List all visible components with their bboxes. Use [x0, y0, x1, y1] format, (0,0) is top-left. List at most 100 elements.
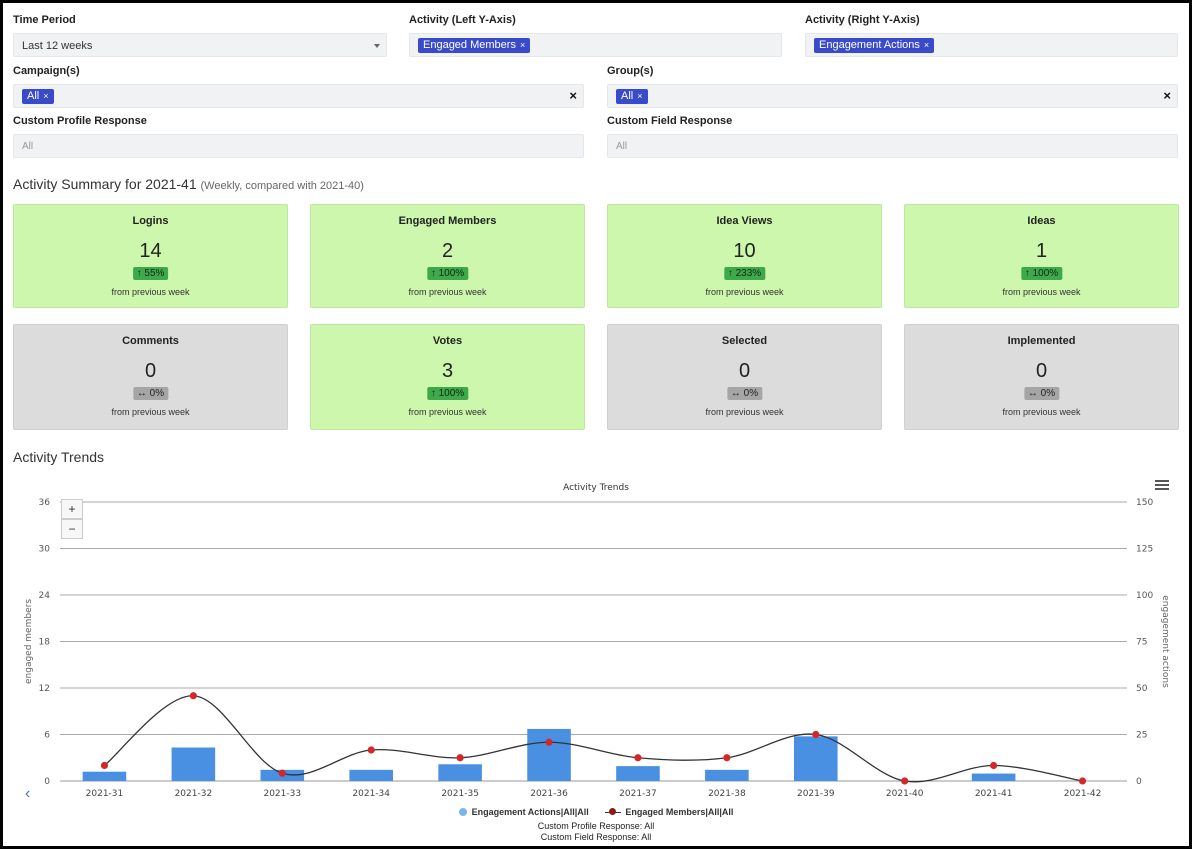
card-value: 14 [139, 240, 162, 262]
line-point-2021-35 [456, 754, 464, 762]
clear-icon[interactable]: × [569, 88, 577, 103]
summary-title: Activity Summary for 2021-41 (Weekly, co… [13, 176, 364, 192]
line-point-2021-38 [723, 754, 731, 762]
right-tick-label: 0 [1136, 777, 1142, 787]
right-tick-label: 25 [1136, 731, 1147, 741]
bar-2021-37 [616, 766, 660, 781]
card-value: 0 [738, 360, 751, 382]
change-badge: ↑ 233% [723, 267, 766, 280]
custom-profile-placeholder: All [22, 141, 34, 152]
left-tick-label: 12 [39, 684, 50, 694]
line-point-2021-32 [189, 692, 197, 700]
tag-remove-icon[interactable]: × [923, 40, 930, 50]
card-title: Votes [432, 335, 463, 347]
groups-tag[interactable]: All × [616, 89, 648, 104]
campaigns-tag[interactable]: All × [22, 89, 54, 104]
chevron-left-icon[interactable]: ‹ [25, 785, 31, 802]
card-value: 0 [144, 360, 157, 382]
right-tick-label: 50 [1136, 684, 1148, 694]
caret-down-icon [374, 44, 380, 48]
card-title: Comments [122, 335, 179, 347]
left-tick-label: 18 [39, 638, 51, 648]
legend-item-engaged-members[interactable]: Engaged Members|All|All [591, 807, 733, 817]
summary-card-implemented: Implemented 0 ↔ 0% from previous week [904, 324, 1179, 430]
bar-2021-39 [794, 736, 838, 781]
tag-remove-icon[interactable]: × [519, 40, 526, 50]
card-note: from previous week [1002, 407, 1081, 417]
time-period-value: Last 12 weeks [22, 40, 93, 52]
legend-label: Engagement Actions|All|All [471, 807, 589, 817]
zoom-in-button[interactable]: + [61, 499, 83, 519]
custom-field-placeholder: All [616, 141, 628, 152]
x-tick-label: 2021-39 [797, 789, 835, 799]
card-note: from previous week [1002, 287, 1081, 297]
x-tick-label: 2021-42 [1064, 789, 1102, 799]
chart-credit-profile: Custom Profile Response: All [537, 821, 655, 831]
line-point-2021-39 [812, 730, 820, 739]
card-title: Engaged Members [398, 215, 497, 227]
line-point-2021-36 [545, 738, 553, 746]
card-note: from previous week [111, 287, 190, 297]
campaigns-label: Campaign(s) [13, 65, 80, 77]
tag-remove-icon[interactable]: × [43, 91, 49, 101]
groups-label: Group(s) [607, 65, 654, 77]
right-tick-label: 100 [1136, 591, 1153, 601]
line-point-2021-31 [100, 761, 109, 770]
card-title: Idea Views [716, 215, 773, 227]
engaged-members-line [104, 695, 1083, 783]
campaigns-select[interactable]: All × × [13, 84, 584, 108]
right-axis-label: Activity (Right Y-Axis) [805, 14, 920, 26]
custom-field-input[interactable]: All [607, 134, 1178, 158]
time-period-label: Time Period [13, 14, 76, 26]
right-axis-select[interactable]: Engagement Actions × [805, 33, 1178, 57]
campaigns-tag-text: All [27, 90, 40, 102]
card-value: 3 [441, 360, 454, 382]
x-tick-label: 2021-37 [619, 789, 657, 799]
left-tick-label: 36 [39, 498, 51, 508]
card-value: 10 [733, 240, 756, 262]
time-period-select[interactable]: Last 12 weeks [13, 33, 387, 57]
change-badge: ↑ 55% [132, 267, 169, 280]
change-badge: ↑ 100% [1020, 267, 1063, 280]
change-badge: ↑ 100% [426, 267, 469, 280]
card-note: from previous week [705, 407, 784, 417]
trends-title: Activity Trends [13, 449, 105, 465]
x-tick-label: 2021-32 [175, 789, 213, 799]
line-point-2021-33 [278, 769, 286, 777]
left-axis-tag[interactable]: Engaged Members × [418, 38, 531, 53]
chart-title: Activity Trends [563, 483, 629, 493]
card-title: Implemented [1007, 335, 1076, 347]
line-point-2021-41 [990, 761, 998, 770]
summary-card-engaged-members: Engaged Members 2 ↑ 100% from previous week [310, 204, 585, 308]
summary-subtitle: (Weekly, compared with 2021-40) [200, 180, 364, 192]
activity-trends-chart: Activity Trends 0 6 12 18 24 30 36 0 25 50 75 100 125… [24, 483, 1170, 799]
line-point-2021-34 [367, 746, 375, 754]
chart-credit-field: Custom Field Response: All [540, 832, 652, 842]
change-badge: ↔ 0% [1023, 387, 1060, 400]
right-axis-tag[interactable]: Engagement Actions × [814, 38, 935, 53]
left-axis-select[interactable]: Engaged Members × [409, 33, 782, 57]
custom-profile-input[interactable]: All [13, 134, 584, 158]
right-axis-tag-text: Engagement Actions [819, 39, 920, 51]
tag-remove-icon[interactable]: × [637, 91, 643, 101]
bar-2021-38 [705, 769, 749, 781]
x-tick-label: 2021-31 [86, 789, 124, 799]
summary-card-ideas: Ideas 1 ↑ 100% from previous week [904, 204, 1179, 308]
zoom-out-button[interactable]: − [61, 519, 83, 539]
hamburger-menu-icon[interactable] [1155, 480, 1169, 492]
legend-line-marker-icon [605, 808, 622, 816]
change-badge: ↔ 0% [726, 387, 763, 400]
legend-item-engagement-actions[interactable]: Engagement Actions|All|All [458, 807, 589, 817]
change-badge: ↔ 0% [132, 387, 169, 400]
bar-2021-35 [438, 764, 482, 781]
x-tick-label: 2021-38 [708, 789, 746, 799]
bar-2021-32 [171, 747, 216, 781]
legend-dot-icon [458, 808, 467, 816]
clear-icon[interactable]: × [1163, 88, 1171, 103]
bar-2021-41 [971, 773, 1016, 781]
x-tick-label: 2021-34 [352, 789, 390, 799]
line-point-2021-37 [634, 754, 642, 762]
summary-card-votes: Votes 3 ↑ 100% from previous week [310, 324, 585, 430]
left-tick-label: 6 [44, 731, 50, 741]
groups-select[interactable]: All × × [607, 84, 1178, 108]
